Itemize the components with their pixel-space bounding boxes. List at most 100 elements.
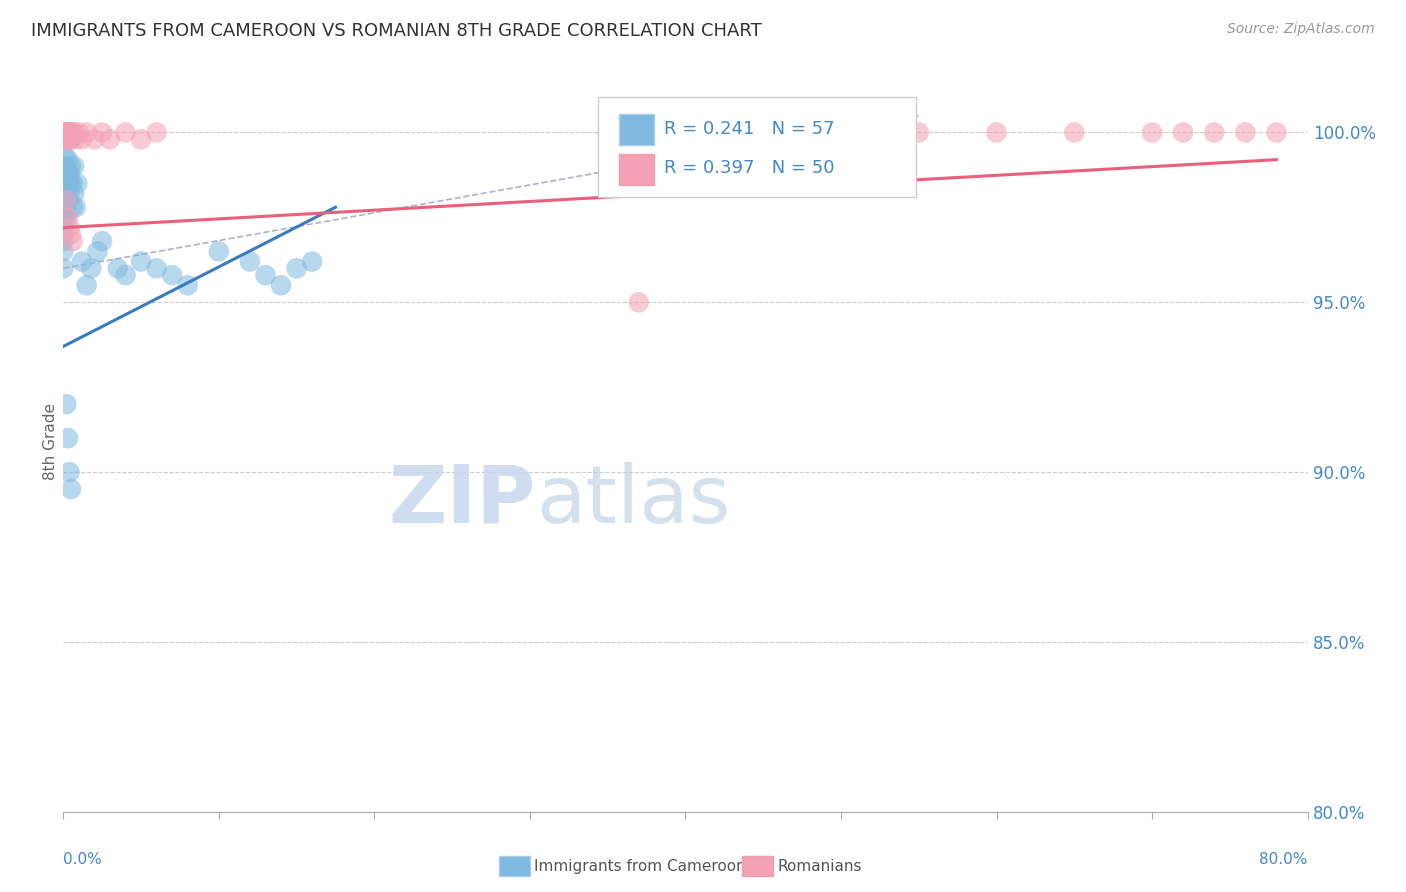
Point xyxy=(58,166,80,180)
Point xyxy=(55,160,77,174)
Point xyxy=(52,244,75,259)
Point xyxy=(1265,126,1288,140)
Point xyxy=(58,465,80,479)
Point xyxy=(52,177,75,191)
Point xyxy=(55,397,77,411)
Point xyxy=(52,261,75,276)
Point xyxy=(58,132,80,146)
Point xyxy=(63,160,86,174)
Point xyxy=(60,126,83,140)
Point xyxy=(52,234,75,248)
Point xyxy=(60,132,83,146)
Point xyxy=(56,211,79,225)
Point xyxy=(1140,126,1163,140)
Point xyxy=(114,126,136,140)
Point xyxy=(67,126,90,140)
Point xyxy=(55,177,77,191)
Point xyxy=(53,211,76,225)
Point xyxy=(76,126,98,140)
Point xyxy=(114,268,136,282)
Point xyxy=(145,261,167,276)
Point xyxy=(52,200,75,214)
Point xyxy=(675,126,697,140)
Point xyxy=(56,132,79,146)
Point xyxy=(58,126,80,140)
Point xyxy=(55,194,77,208)
Point xyxy=(55,126,77,140)
Point xyxy=(62,234,84,248)
Text: Source: ZipAtlas.com: Source: ZipAtlas.com xyxy=(1227,22,1375,37)
Point xyxy=(63,126,86,140)
Point xyxy=(706,126,728,140)
Point xyxy=(55,211,77,225)
Point xyxy=(596,126,619,140)
Point xyxy=(58,186,80,201)
Text: Romanians: Romanians xyxy=(778,859,862,873)
Y-axis label: 8th Grade: 8th Grade xyxy=(42,403,58,480)
Point xyxy=(1204,126,1226,140)
Point xyxy=(60,160,83,174)
Point xyxy=(53,186,76,201)
Text: R = 0.397   N = 50: R = 0.397 N = 50 xyxy=(664,160,835,178)
Point xyxy=(52,194,75,208)
Point xyxy=(53,200,76,214)
Point xyxy=(56,126,79,140)
Point xyxy=(91,234,114,248)
Text: Immigrants from Cameroon: Immigrants from Cameroon xyxy=(534,859,747,873)
Point xyxy=(63,186,86,201)
Point xyxy=(986,126,1008,140)
Point xyxy=(1234,126,1257,140)
Point xyxy=(62,126,84,140)
Point xyxy=(129,132,152,146)
Bar xyxy=(620,114,654,145)
Point xyxy=(52,227,75,242)
Point xyxy=(145,126,167,140)
Point xyxy=(53,126,76,140)
Point xyxy=(55,132,77,146)
Point xyxy=(53,149,76,163)
Text: R = 0.241   N = 57: R = 0.241 N = 57 xyxy=(664,120,835,138)
FancyBboxPatch shape xyxy=(599,97,915,197)
Point xyxy=(91,126,114,140)
Point xyxy=(55,200,77,214)
Point xyxy=(56,431,79,445)
Point xyxy=(60,227,83,242)
Point xyxy=(612,126,634,140)
Point xyxy=(56,166,79,180)
Point xyxy=(52,126,75,140)
Text: IMMIGRANTS FROM CAMEROON VS ROMANIAN 8TH GRADE CORRELATION CHART: IMMIGRANTS FROM CAMEROON VS ROMANIAN 8TH… xyxy=(31,22,762,40)
Point xyxy=(65,132,87,146)
Point xyxy=(58,177,80,191)
Point xyxy=(65,200,87,214)
Point xyxy=(80,261,103,276)
Point xyxy=(53,177,76,191)
Point xyxy=(55,186,77,201)
Point xyxy=(270,278,292,293)
Point xyxy=(83,132,105,146)
Point xyxy=(208,244,231,259)
Point xyxy=(53,132,76,146)
Point xyxy=(56,177,79,191)
Point xyxy=(55,126,77,140)
Point xyxy=(58,220,80,235)
Point xyxy=(160,268,183,282)
Point xyxy=(56,194,79,208)
Point xyxy=(86,244,108,259)
Bar xyxy=(620,153,654,185)
Point xyxy=(60,177,83,191)
Point xyxy=(52,126,75,140)
Point xyxy=(70,254,93,268)
Point xyxy=(66,177,89,191)
Point xyxy=(907,126,929,140)
Point xyxy=(177,278,200,293)
Text: ZIP: ZIP xyxy=(389,462,536,540)
Point xyxy=(627,295,650,310)
Point xyxy=(76,278,98,293)
Point xyxy=(98,132,121,146)
Point xyxy=(52,211,75,225)
Point xyxy=(62,177,84,191)
Text: 80.0%: 80.0% xyxy=(1260,853,1308,867)
Point xyxy=(62,200,84,214)
Point xyxy=(52,160,75,174)
Point xyxy=(52,220,75,235)
